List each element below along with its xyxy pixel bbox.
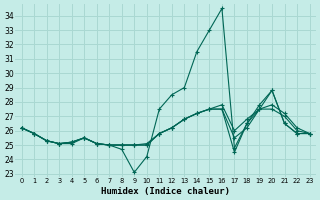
X-axis label: Humidex (Indice chaleur): Humidex (Indice chaleur) (101, 187, 230, 196)
